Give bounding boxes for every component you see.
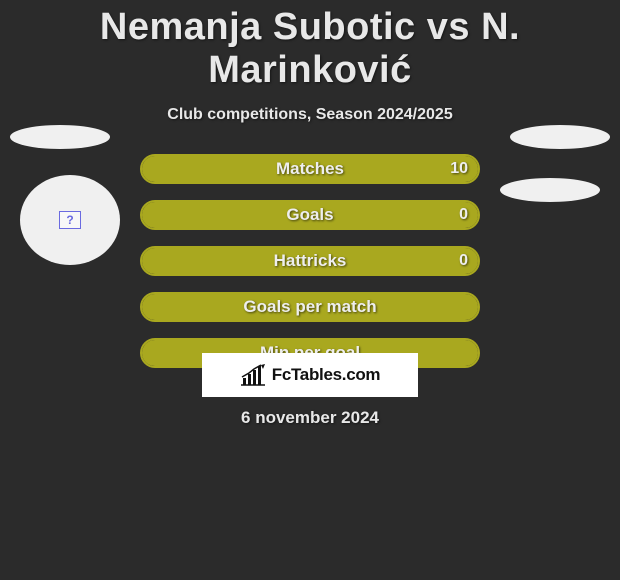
stat-value-right: 0 <box>459 246 468 276</box>
bar-fill-right <box>142 248 478 274</box>
stat-value-right: 0 <box>459 200 468 230</box>
bar-track <box>140 246 480 276</box>
stat-value-right: 10 <box>450 154 468 184</box>
bar-fill-right <box>142 294 478 320</box>
stat-row: Hattricks0 <box>0 246 620 292</box>
logo-chart-icon <box>240 364 266 386</box>
logo-box: FcTables.com <box>202 353 418 397</box>
stats-area: Matches10Goals0Hattricks0Goals per match… <box>0 154 620 384</box>
stat-row: Matches10 <box>0 154 620 200</box>
bar-track <box>140 292 480 322</box>
subtitle: Club competitions, Season 2024/2025 <box>0 106 620 124</box>
page-title: Nemanja Subotic vs N. Marinković <box>0 0 620 92</box>
bar-track <box>140 154 480 184</box>
bar-fill-right <box>142 202 478 228</box>
bar-track <box>140 200 480 230</box>
date-text: 6 november 2024 <box>0 408 620 428</box>
left-ellipse-1 <box>10 125 110 149</box>
right-ellipse-1 <box>510 125 610 149</box>
bar-fill-right <box>142 156 478 182</box>
stat-row: Goals0 <box>0 200 620 246</box>
stat-row: Goals per match <box>0 292 620 338</box>
logo-text: FcTables.com <box>272 365 381 385</box>
